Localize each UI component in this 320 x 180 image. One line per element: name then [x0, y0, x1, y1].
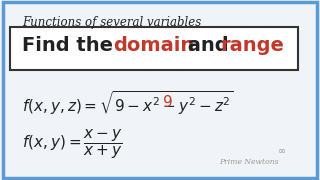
Text: and: and	[181, 36, 235, 55]
Text: Find the: Find the	[22, 36, 120, 55]
Text: $f(x, y) = \dfrac{x - y}{x + y}$: $f(x, y) = \dfrac{x - y}{x + y}$	[22, 127, 123, 161]
Text: Functions of several variables: Functions of several variables	[22, 16, 202, 29]
FancyBboxPatch shape	[10, 27, 298, 70]
Text: Prime Newtons: Prime Newtons	[219, 158, 278, 166]
FancyBboxPatch shape	[3, 2, 317, 178]
Text: $\infty$: $\infty$	[277, 145, 286, 155]
Text: domain: domain	[114, 36, 195, 55]
Text: $9$: $9$	[162, 94, 172, 110]
Text: $f(x, y, z) = \sqrt{9 - x^2 - y^2 - z^2}$: $f(x, y, z) = \sqrt{9 - x^2 - y^2 - z^2}…	[22, 89, 234, 117]
Text: range: range	[221, 36, 285, 55]
